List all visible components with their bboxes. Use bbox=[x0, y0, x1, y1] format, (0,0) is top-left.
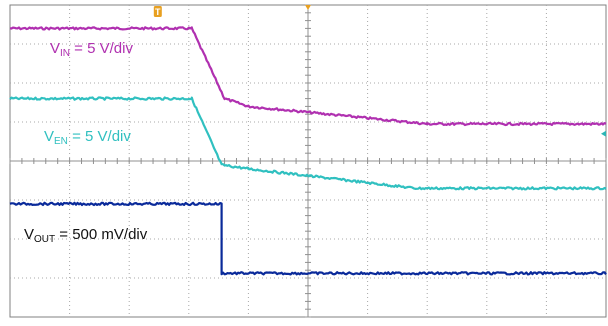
vin-label-rest: = 5 V/div bbox=[70, 40, 133, 57]
vout-label-main: V bbox=[24, 226, 35, 243]
trigger-level-marker bbox=[601, 130, 606, 137]
ven-trace bbox=[9, 96, 607, 191]
ven-label-main: V bbox=[44, 128, 55, 145]
vin-label-main: V bbox=[50, 40, 61, 57]
trigger-time-label: T bbox=[155, 7, 161, 17]
ven-label: VEN = 5 V/div bbox=[44, 128, 131, 147]
vin-trace bbox=[9, 26, 607, 127]
vin-label-sub: IN bbox=[60, 48, 71, 59]
vout-trace bbox=[9, 201, 607, 276]
vout-label: VOUT = 500 mV/div bbox=[24, 226, 147, 245]
ven-label-rest: = 5 V/div bbox=[67, 128, 131, 145]
ven-label-sub: EN bbox=[54, 136, 68, 147]
trigger-position-marker bbox=[305, 5, 311, 10]
trigger-time-marker bbox=[153, 6, 162, 17]
vout-label-rest: = 500 mV/div bbox=[55, 226, 148, 243]
vout-label-sub: OUT bbox=[34, 234, 56, 245]
vin-label: VIN = 5 V/div bbox=[50, 40, 133, 59]
